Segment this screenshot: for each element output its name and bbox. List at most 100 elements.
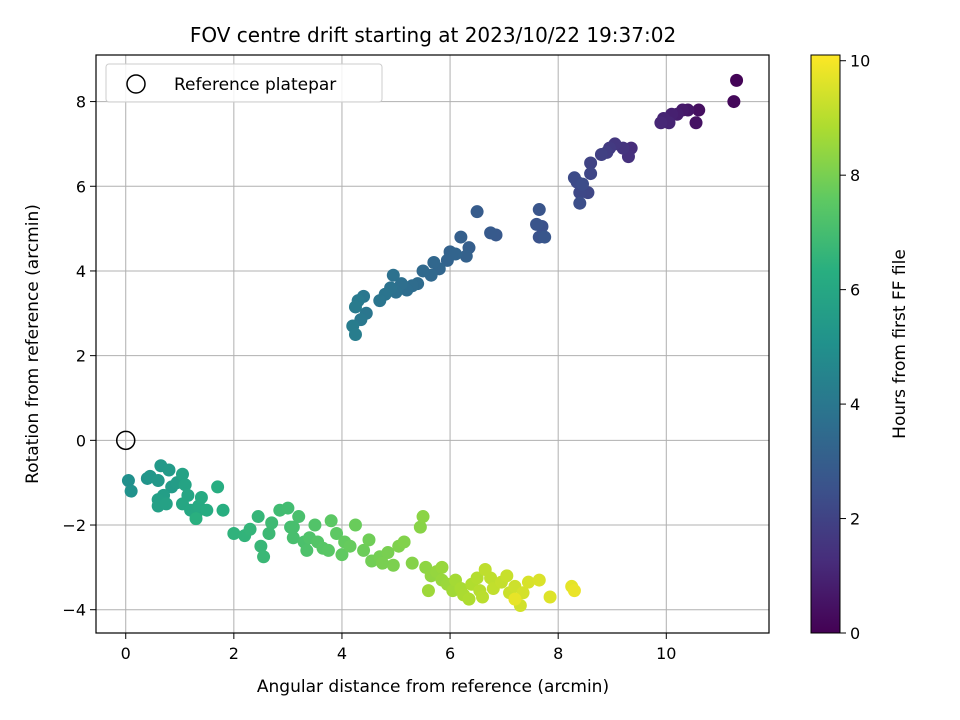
data-point [286, 520, 300, 534]
data-point [262, 526, 276, 540]
data-point [175, 467, 189, 481]
data-point [567, 584, 581, 598]
data-point [576, 177, 590, 191]
data-point [254, 539, 268, 553]
data-point [584, 156, 598, 170]
data-point [121, 474, 135, 488]
chart-title: FOV centre drift starting at 2023/10/22 … [190, 23, 676, 47]
x-axis-ticks: 0 2 4 6 8 10 [121, 633, 676, 663]
data-point [151, 474, 165, 488]
data-point [397, 535, 411, 549]
data-point [521, 575, 535, 589]
y-tick-label: −2 [62, 516, 86, 535]
x-tick-label: 2 [229, 644, 239, 663]
data-point [381, 546, 395, 560]
data-point [162, 463, 176, 477]
data-point [416, 510, 430, 524]
y-axis-label: Rotation from reference (arcmin) [23, 204, 43, 484]
data-point [462, 592, 476, 606]
data-point [257, 550, 271, 564]
data-point [508, 592, 522, 606]
data-points [121, 73, 744, 612]
data-point [692, 103, 706, 117]
x-tick-label: 4 [337, 644, 347, 663]
data-point [286, 531, 300, 545]
data-point [413, 520, 427, 534]
data-point [300, 543, 314, 557]
data-point [730, 73, 744, 87]
reference-marker [115, 430, 136, 451]
data-point [532, 203, 546, 217]
grid [96, 55, 769, 633]
data-point [251, 510, 265, 524]
x-tick-label: 0 [121, 644, 131, 663]
colorbar-ticks: 0 2 4 6 8 10 [840, 52, 870, 643]
data-point [357, 543, 371, 557]
legend-entry: Reference platepar [174, 75, 336, 95]
data-point [194, 490, 208, 504]
data-point [348, 518, 362, 532]
colorbar-tick-label: 2 [850, 510, 860, 529]
y-tick-label: −4 [62, 601, 86, 620]
data-point [159, 497, 173, 511]
data-point [727, 95, 741, 109]
data-point [654, 116, 668, 130]
y-tick-label: 6 [76, 177, 86, 196]
data-point [484, 226, 498, 240]
data-point [292, 510, 306, 524]
data-point [178, 478, 192, 492]
colorbar-tick-label: 6 [850, 281, 860, 300]
colorbar: 0 2 4 6 8 10 Hours from first FF file [810, 52, 910, 643]
data-point [538, 230, 552, 244]
data-point [386, 558, 400, 572]
plot-frame [95, 54, 770, 634]
x-tick-label: 6 [445, 644, 455, 663]
x-axis-label: Angular distance from reference (arcmin) [257, 677, 609, 697]
x-tick-label: 10 [656, 644, 676, 663]
data-point [476, 590, 490, 604]
data-point [343, 539, 357, 553]
data-point [362, 533, 376, 547]
data-point [532, 573, 546, 587]
data-point [189, 512, 203, 526]
data-point [689, 116, 703, 130]
y-tick-label: 4 [76, 262, 86, 281]
data-point [373, 294, 387, 308]
data-point [386, 268, 400, 282]
data-point [348, 300, 362, 314]
legend-box [105, 63, 383, 103]
data-point [435, 560, 449, 574]
data-point [427, 255, 441, 269]
data-point [543, 590, 557, 604]
data-point [454, 230, 468, 244]
data-point [243, 522, 257, 536]
data-point [478, 562, 492, 576]
y-tick-label: 0 [76, 431, 86, 450]
data-point [216, 503, 230, 517]
data-point [348, 327, 362, 341]
data-point [448, 247, 462, 261]
colorbar-tick-label: 4 [850, 395, 860, 414]
data-point [470, 205, 484, 219]
data-point [416, 264, 430, 278]
data-point [308, 518, 322, 532]
colorbar-tick-label: 0 [850, 624, 860, 643]
colorbar-tick-label: 8 [850, 166, 860, 185]
data-point [124, 484, 138, 498]
data-point [500, 569, 514, 583]
data-point [211, 480, 225, 494]
colorbar-gradient [810, 54, 841, 634]
data-point [200, 503, 214, 517]
data-point [584, 167, 598, 181]
y-tick-label: 2 [76, 347, 86, 366]
x-tick-label: 8 [553, 644, 563, 663]
data-point [330, 526, 344, 540]
data-point [405, 556, 419, 570]
y-tick-label: 8 [76, 93, 86, 112]
legend: Reference platepar [105, 63, 383, 103]
data-point [573, 196, 587, 210]
colorbar-tick-label: 10 [850, 52, 870, 71]
data-point [594, 148, 608, 162]
data-point [281, 501, 295, 515]
